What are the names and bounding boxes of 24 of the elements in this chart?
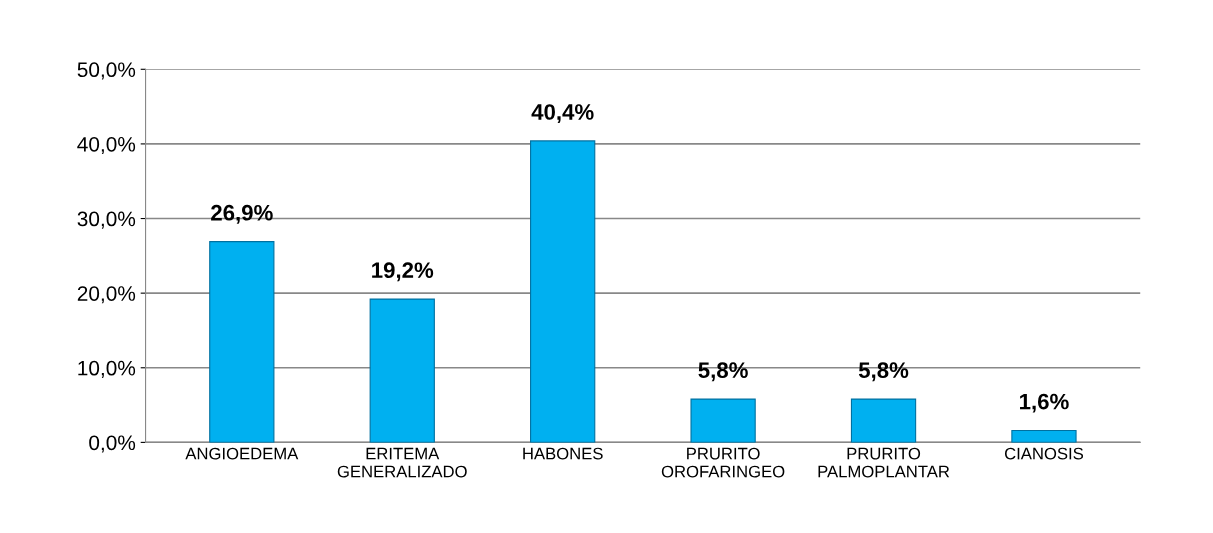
x-tick-label: ANGIOEDEMA bbox=[185, 447, 299, 460]
bar bbox=[1011, 429, 1077, 443]
data-label: 19,2% bbox=[372, 262, 434, 282]
x-tick-label: PRURITO OROFARINGEO bbox=[661, 447, 785, 478]
x-tick-label: CIANOSIS bbox=[1004, 447, 1084, 460]
data-label: 40,4% bbox=[531, 104, 594, 124]
bar bbox=[850, 398, 917, 443]
bar bbox=[530, 140, 596, 443]
data-label: 5,8% bbox=[858, 362, 909, 382]
y-tick-label: 50,0% bbox=[77, 62, 136, 80]
data-label: 5,8% bbox=[698, 362, 748, 382]
x-tick-label: ERITEMA GENERALIZADO bbox=[337, 447, 467, 478]
y-tick-label: 40,0% bbox=[77, 136, 136, 155]
bar bbox=[690, 398, 756, 443]
y-tick-label: 0,0% bbox=[89, 435, 136, 453]
bar bbox=[369, 298, 435, 443]
bar bbox=[209, 241, 275, 443]
x-tick-label: PRURITO PALMOPLANTAR bbox=[818, 447, 950, 478]
y-tick-label: 20,0% bbox=[77, 286, 136, 304]
data-label: 1,6% bbox=[1020, 393, 1069, 413]
data-label: 26,9% bbox=[211, 204, 273, 224]
y-tick-label: 10,0% bbox=[78, 360, 136, 378]
y-tick-label: 30,0% bbox=[77, 211, 136, 229]
x-tick-label: HABONES bbox=[523, 447, 603, 460]
